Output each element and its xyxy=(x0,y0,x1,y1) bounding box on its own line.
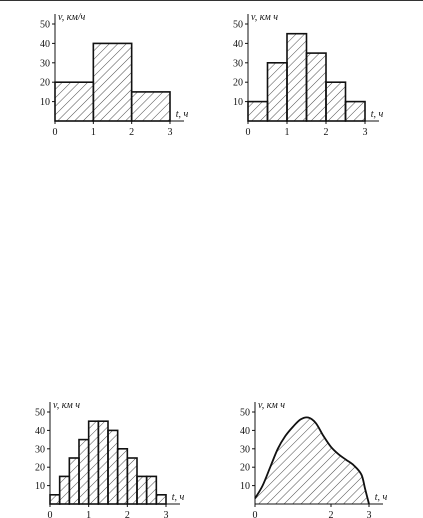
y-tick-label-0: 10 xyxy=(40,97,50,108)
bar-0 xyxy=(54,81,95,122)
bar-10 xyxy=(145,475,158,505)
x-axis-label: t, ч xyxy=(172,492,185,503)
x-tick-label-3: 3 xyxy=(168,127,173,138)
y-tick-label-1: 20 xyxy=(233,78,243,89)
x-tick-label-1: 2 xyxy=(329,510,334,518)
bar-2 xyxy=(130,91,171,122)
y-tick-label-1: 20 xyxy=(240,463,250,474)
series-curve xyxy=(254,416,370,505)
x-axis-label: t, ч xyxy=(371,109,384,120)
bar-11 xyxy=(155,494,167,505)
y-axis-label: v, км/ч xyxy=(58,12,86,23)
bar-5 xyxy=(344,100,366,122)
x-tick-label-2: 2 xyxy=(125,510,130,518)
y-axis-label: v, км ч xyxy=(251,12,278,23)
bar-0 xyxy=(49,494,61,505)
x-tick-label-0: 0 xyxy=(246,127,251,138)
y-axis-label: v, км ч xyxy=(53,400,80,411)
y-tick-label-1: 20 xyxy=(35,463,45,474)
y-tick-label-2: 30 xyxy=(233,58,243,69)
chart-histogram-1h-intervals: 10 20 30 40 50 0 1 2 3 v, км/ч t, ч xyxy=(40,12,189,138)
bar-4 xyxy=(87,420,100,505)
bar-5 xyxy=(97,420,109,505)
y-tick-label-0: 10 xyxy=(233,97,243,108)
x-tick-label-3: 3 xyxy=(164,510,169,518)
bar-9 xyxy=(136,475,148,505)
bar-1 xyxy=(266,61,288,122)
x-tick-label-0: 0 xyxy=(48,510,53,518)
y-axis-label: v, км ч xyxy=(258,400,285,411)
x-tick-label-2: 3 xyxy=(367,510,372,518)
y-tick-label-4: 50 xyxy=(240,408,250,419)
bar-0 xyxy=(247,100,269,122)
y-tick-label-2: 30 xyxy=(40,58,50,69)
y-tick-label-1: 20 xyxy=(40,78,50,89)
x-tick-label-3: 3 xyxy=(363,127,368,138)
y-tick-label-2: 30 xyxy=(240,444,250,455)
bar-2 xyxy=(286,32,308,122)
x-tick-label-1: 1 xyxy=(285,127,290,138)
bar-8 xyxy=(126,457,138,505)
bar-1 xyxy=(92,42,133,122)
page-top-rule xyxy=(0,0,423,1)
x-tick-label-1: 1 xyxy=(91,127,96,138)
bar-3 xyxy=(78,438,90,505)
y-tick-label-3: 40 xyxy=(233,39,243,50)
bar-1 xyxy=(58,475,71,505)
chart-histogram-half-hour-intervals: 10 20 30 40 50 0 1 2 3 v, км ч t, ч xyxy=(233,12,384,138)
chart-histogram-quarter-hour-intervals: 10 20 30 40 50 0 1 2 3 v, км ч t, ч xyxy=(35,400,185,518)
x-tick-label-2: 2 xyxy=(129,127,134,138)
y-tick-label-4: 50 xyxy=(35,408,45,419)
bar-2 xyxy=(68,457,80,505)
y-tick-label-3: 40 xyxy=(40,39,50,50)
bar-3 xyxy=(305,52,327,122)
x-axis-label: t, ч xyxy=(375,492,388,503)
x-tick-label-2: 2 xyxy=(324,127,329,138)
bar-7 xyxy=(116,447,129,505)
chart-smooth-speed-curve: 10 20 30 40 50 0 2 3 v, км ч t, ч xyxy=(240,400,388,518)
y-tick-label-2: 30 xyxy=(35,444,45,455)
x-tick-label-0: 0 xyxy=(253,510,258,518)
y-tick-label-3: 40 xyxy=(240,426,250,437)
y-tick-label-0: 10 xyxy=(35,481,45,492)
x-axis-label: t, ч xyxy=(176,109,189,120)
x-tick-label-1: 1 xyxy=(86,510,91,518)
y-tick-label-4: 50 xyxy=(233,20,243,31)
bar-6 xyxy=(107,429,119,505)
y-tick-label-3: 40 xyxy=(35,426,45,437)
y-tick-label-0: 10 xyxy=(240,481,250,492)
bar-4 xyxy=(325,81,347,122)
x-tick-label-0: 0 xyxy=(53,127,58,138)
y-tick-label-4: 50 xyxy=(40,20,50,31)
